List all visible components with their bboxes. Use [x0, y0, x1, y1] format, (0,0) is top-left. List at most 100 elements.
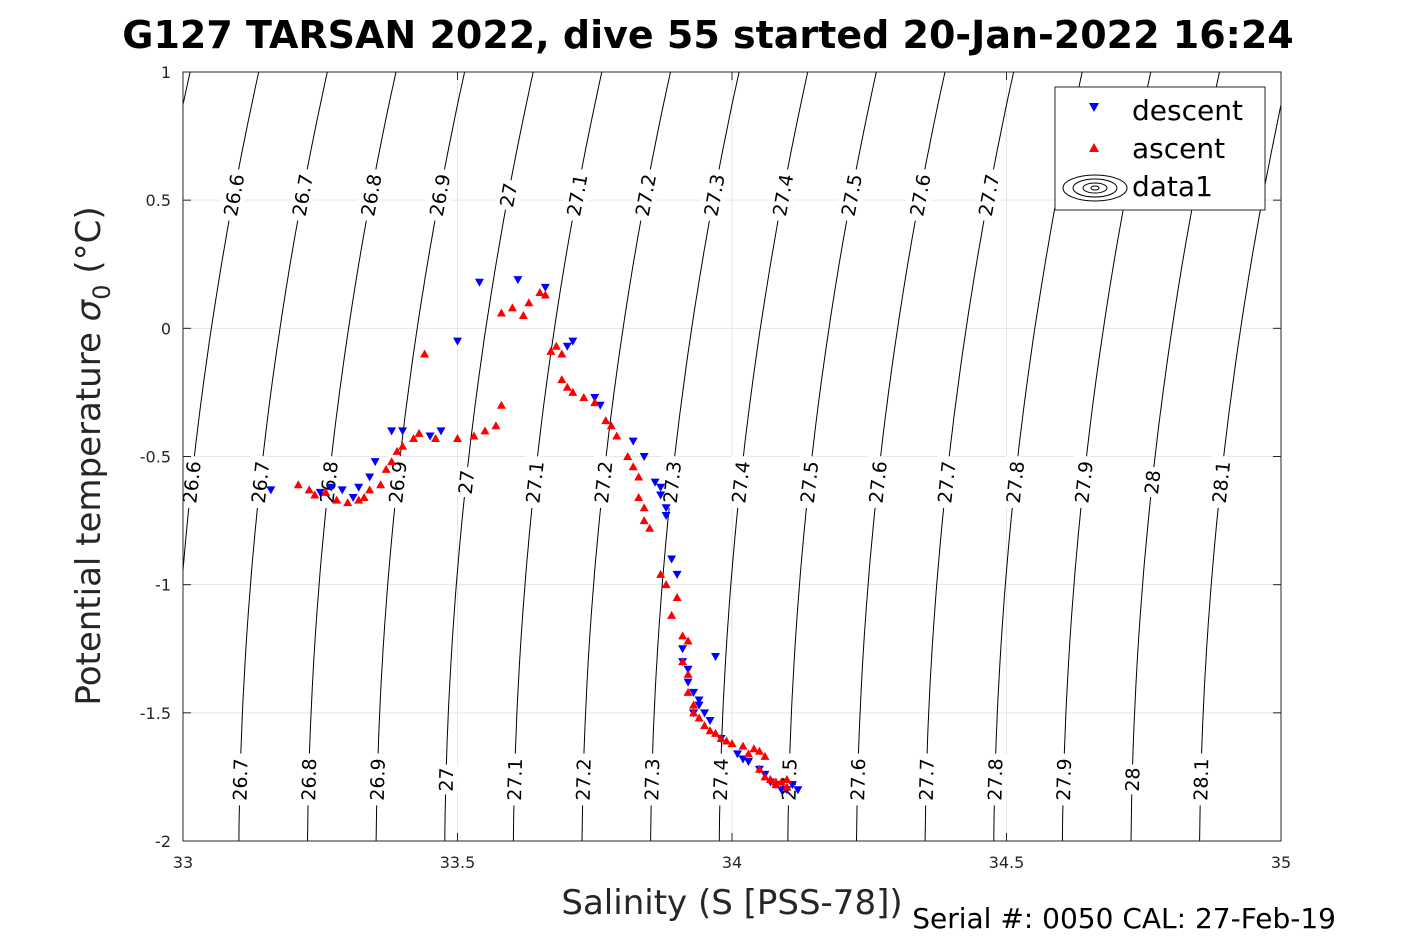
- legend: descent ascent data1: [1054, 86, 1266, 211]
- ascent-point: [392, 446, 402, 455]
- x-tick-label: 33: [173, 853, 193, 872]
- contour-label: 27.7: [934, 460, 960, 504]
- contour-label-mid: 27.2: [588, 454, 618, 510]
- contour-label-bg: [433, 764, 459, 795]
- y-tick-label: -1: [155, 576, 171, 595]
- contour-label: 27.7: [916, 758, 939, 801]
- contour-label-bg: [1206, 454, 1236, 510]
- ascent-point: [376, 480, 386, 489]
- ascent-point: [557, 349, 567, 358]
- contour-label-bottom: 27.7: [913, 753, 939, 806]
- ascent-point: [546, 346, 556, 355]
- ascent-point: [782, 782, 792, 791]
- ascent-point: [711, 728, 721, 737]
- contour-label: 27.3: [660, 460, 686, 504]
- ascent-point: [760, 751, 770, 760]
- density-contours: 26.626.626.726.726.726.826.826.826.926.9…: [176, 72, 1281, 841]
- contour-label-top: 26.7: [285, 167, 319, 223]
- contour-label: 27: [496, 181, 522, 209]
- chart-title: G127 TARSAN 2022, dive 55 started 20-Jan…: [122, 13, 1293, 57]
- ascent-point: [562, 382, 572, 391]
- contour-label-bg: [1000, 454, 1030, 510]
- descent-point: [326, 483, 336, 492]
- contour-label-mid: 28.1: [1206, 454, 1236, 510]
- contour-label-bg: [707, 753, 734, 806]
- ascent-point: [606, 421, 616, 430]
- contour-label-top: 26.6: [217, 167, 251, 223]
- contour-label: 27: [455, 469, 479, 495]
- x-tick-label: 34.5: [989, 853, 1025, 872]
- ascent-point: [667, 610, 677, 619]
- contour-label: 27.5: [797, 460, 823, 504]
- ascent-point: [293, 480, 303, 489]
- ascent-point: [496, 308, 506, 317]
- ascent-point: [469, 431, 479, 440]
- contour-label: 27.6: [847, 758, 870, 801]
- contour-label-bg: [972, 167, 1006, 223]
- contour-label-top: 27.4: [766, 167, 800, 223]
- ascent-point: [496, 400, 506, 409]
- ascent-point: [343, 498, 353, 507]
- ascent-point: [639, 503, 649, 512]
- y-axis-label: Potential temperature σ0 (°C): [69, 206, 116, 705]
- contour-label: 28.1: [1190, 758, 1213, 801]
- contour-label-bg: [725, 454, 756, 510]
- contour-label: 27: [436, 767, 459, 792]
- contour-label-bottom: 27.6: [845, 753, 871, 806]
- contour-label: 27.8: [984, 758, 1007, 801]
- descent-point: [732, 750, 742, 759]
- ascent-point: [683, 687, 693, 696]
- contour-label-mid: 27.9: [1068, 454, 1099, 510]
- contour-label: 28.1: [1209, 460, 1235, 504]
- contour-label-mid: 27.1: [519, 454, 550, 510]
- contour-label-mid: 26.9: [382, 454, 413, 510]
- contour-label-bg: [1119, 764, 1145, 795]
- contour-label-mid: 26.7: [245, 454, 275, 510]
- contour-label-bg: [982, 753, 1008, 806]
- descent-point: [590, 394, 600, 403]
- ascent-point: [678, 631, 688, 640]
- contour-label-bottom: 27.9: [1050, 753, 1077, 806]
- ascent-point: [557, 375, 567, 384]
- contour-label-bottom: 28.1: [1188, 753, 1214, 806]
- descent-point: [398, 427, 408, 436]
- contour-label-bottom: 26.7: [227, 753, 253, 806]
- descent-point: [661, 504, 671, 513]
- ascent-point: [634, 493, 644, 502]
- contour-label-bg: [766, 167, 800, 223]
- ascent-point: [678, 657, 688, 666]
- contour-label: 26.7: [229, 758, 252, 801]
- ascent-point: [354, 495, 364, 504]
- contour-label-bg: [452, 465, 480, 499]
- ascent-point: [612, 431, 622, 440]
- ascent-point: [365, 485, 375, 494]
- descent-point: [595, 401, 605, 410]
- ascent-point: [568, 387, 578, 396]
- contour-label-bg: [176, 454, 207, 510]
- ascent-point: [727, 739, 737, 748]
- contour-label: 26.9: [367, 758, 390, 801]
- contour-label: 27.1: [504, 758, 527, 801]
- contour-label: 26.8: [298, 758, 321, 801]
- legend-ascent-marker: [1089, 143, 1099, 152]
- contour-label-bg: [657, 454, 687, 510]
- descent-point: [743, 758, 753, 767]
- ascent-point: [689, 708, 699, 717]
- descent-point: [705, 717, 715, 726]
- descent-point: [513, 276, 523, 285]
- descent-point: [562, 342, 572, 351]
- contour-label-mid: 26.6: [176, 454, 207, 510]
- descent-point: [787, 781, 797, 790]
- ascent-point: [760, 772, 770, 781]
- contour-label-bg: [834, 167, 868, 223]
- ascent-point: [409, 434, 419, 443]
- ascent-point: [540, 290, 550, 299]
- contour-label-top: 27.1: [560, 167, 594, 223]
- contour-label: 28: [1122, 767, 1145, 792]
- ascent-point: [414, 428, 424, 437]
- x-tick-label: 35: [1271, 853, 1291, 872]
- ascent-point: [722, 736, 732, 745]
- descent-point: [793, 786, 803, 795]
- contour-label-mid: 26.8: [313, 454, 344, 510]
- ascent-point: [749, 744, 759, 753]
